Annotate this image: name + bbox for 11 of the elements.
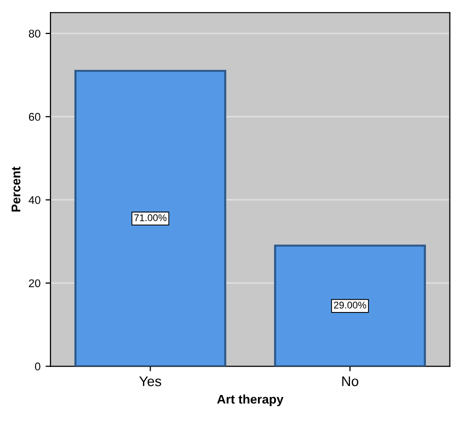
data-label: 71.00% bbox=[134, 214, 166, 222]
data-label: 29.00% bbox=[334, 302, 366, 309]
x-axis-title: Art therapy bbox=[217, 394, 284, 406]
y-tick-label: 60 bbox=[28, 112, 40, 121]
x-tick-label: No bbox=[342, 376, 358, 386]
y-axis-title: Percent bbox=[12, 166, 20, 212]
y-tick-label: 80 bbox=[28, 30, 40, 38]
x-tick-label: Yes bbox=[139, 376, 162, 386]
y-tick-label: 40 bbox=[28, 196, 40, 204]
y-tick-label: 20 bbox=[28, 279, 40, 288]
y-tick-label: 0 bbox=[35, 362, 40, 370]
